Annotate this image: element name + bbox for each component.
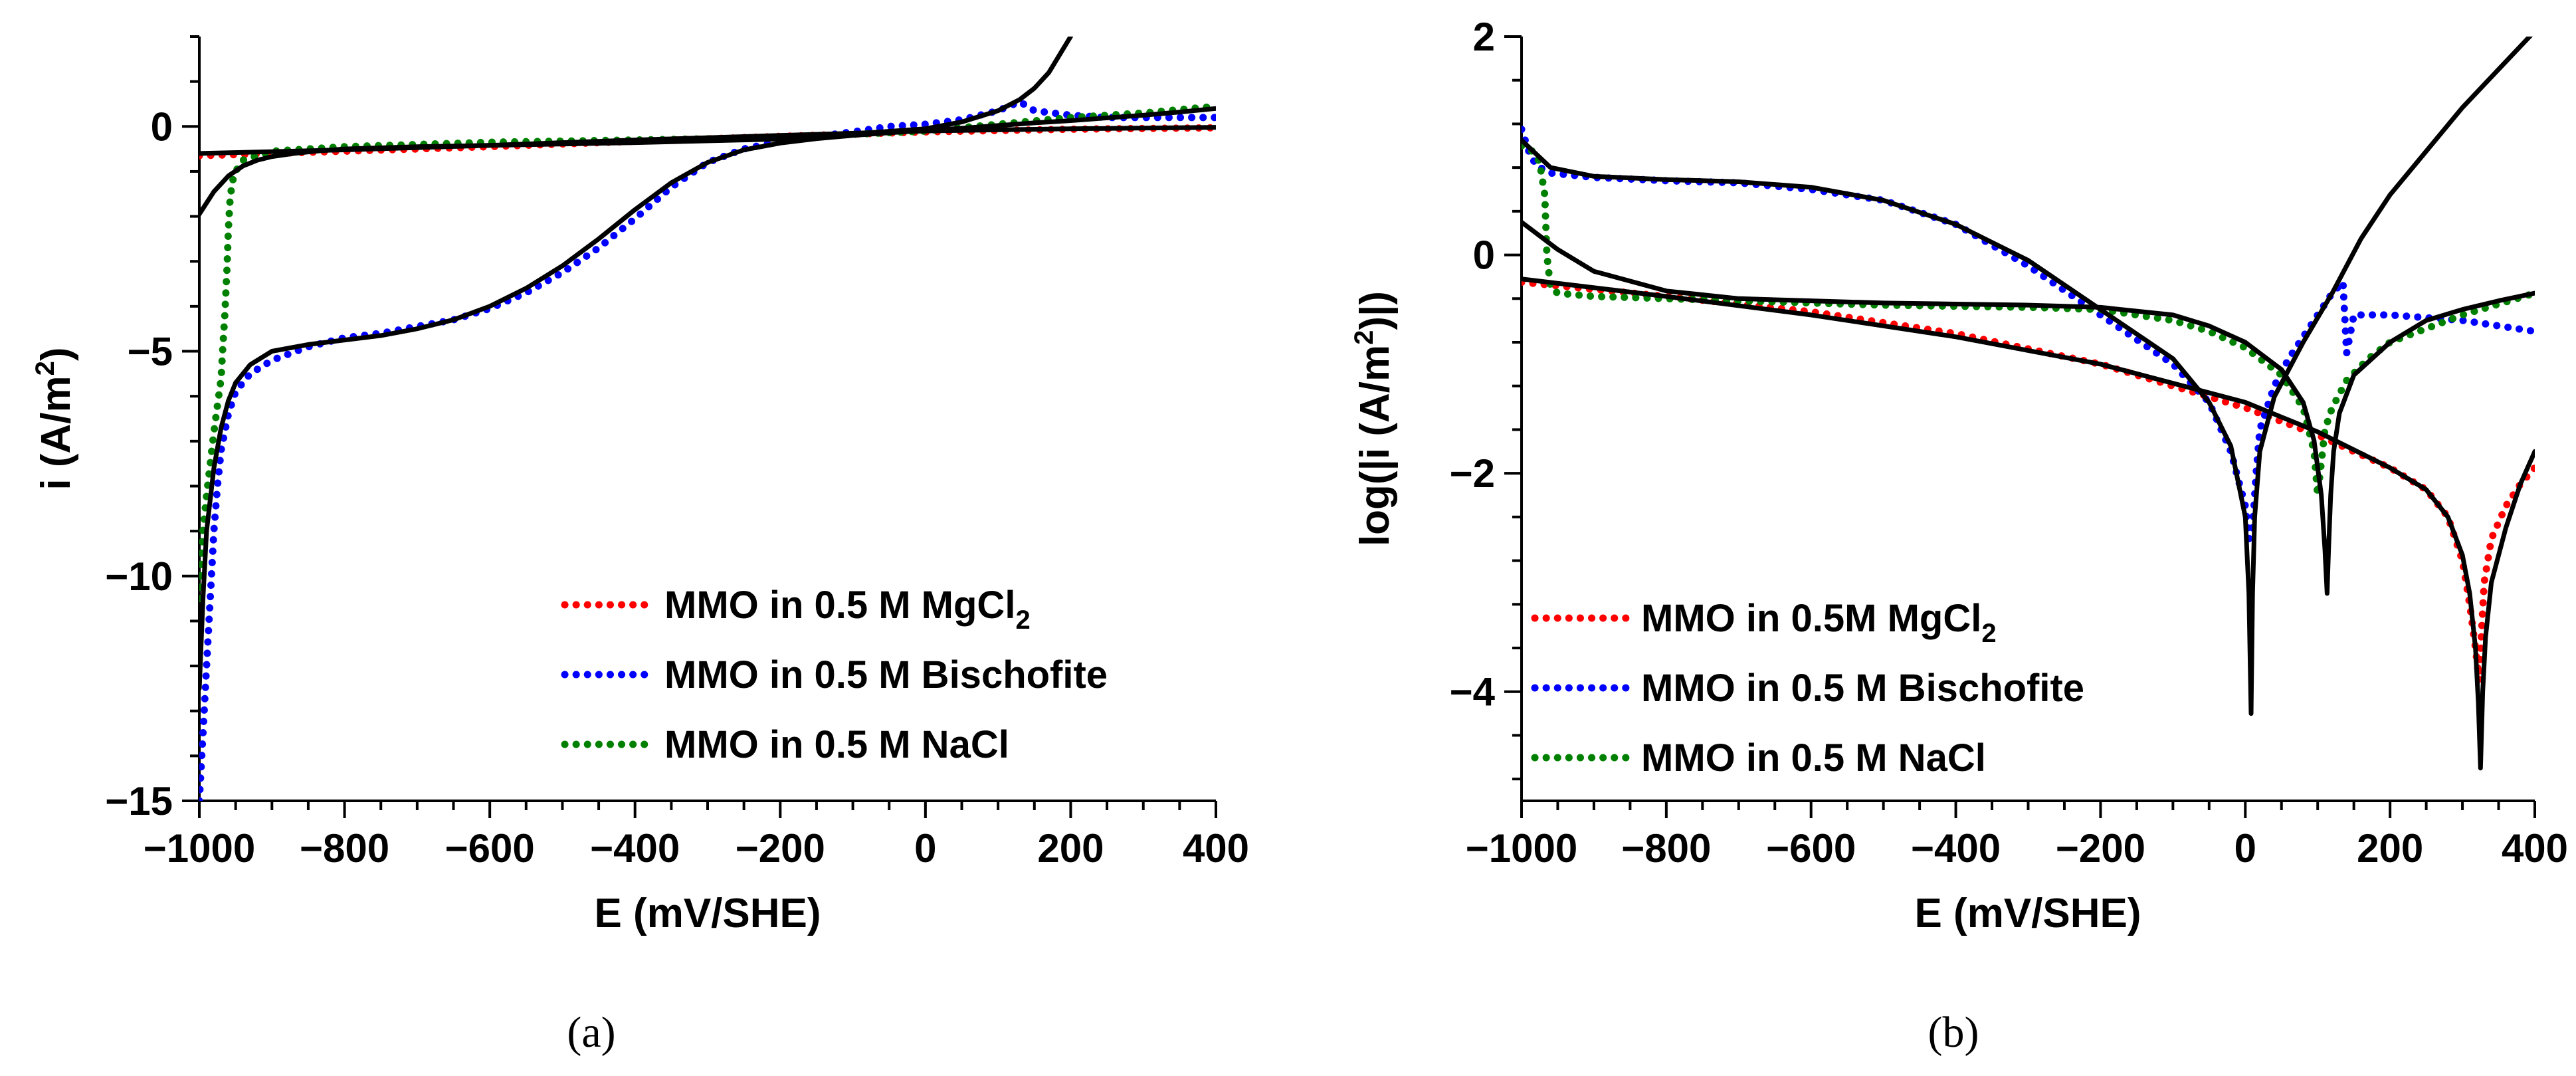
data-series-line xyxy=(1522,126,2535,543)
legend: MMO in 0.5 M MgCl2 MMO in 0.5 M Bischofit… xyxy=(561,584,1108,766)
x-tick-label: −800 xyxy=(1621,826,1711,871)
x-tick-label: −600 xyxy=(1766,826,1856,871)
fit-curve-line xyxy=(1522,37,2533,716)
legend: MMO in 0.5M MgCl2 MMO in 0.5 M Bischofite… xyxy=(1531,597,2084,780)
legend-label: MMO in 0.5 M NaCl xyxy=(1641,736,1986,780)
x-tick-label: 0 xyxy=(914,826,936,871)
y-tick-label: 0 xyxy=(1473,233,1495,278)
series-group xyxy=(199,37,1216,801)
x-tick-label: −600 xyxy=(445,826,535,871)
series-group xyxy=(1522,37,2535,771)
y-tick-label: −15 xyxy=(105,779,173,823)
fit-curve-line xyxy=(199,106,1216,691)
panel-caption: (b) xyxy=(1928,1008,1979,1057)
data-series-line xyxy=(199,102,1216,603)
legend-label: MMO in 0.5M MgCl2 xyxy=(1641,597,1997,648)
data-series-line xyxy=(1522,142,2535,499)
x-tick-label: −400 xyxy=(1911,826,2001,871)
y-axis-title: i (A/m2) xyxy=(31,347,79,490)
y-tick-label: 0 xyxy=(151,104,173,149)
fit-curve-line xyxy=(1522,219,2535,596)
chart-panel-b: −1000 −800 −600 −400 −200 0 200 400 −4 −2 0 2 E (mV/… xyxy=(1349,15,2568,1057)
x-tick-label: −1000 xyxy=(1466,826,1578,871)
x-axis-title: E (mV/SHE) xyxy=(594,891,821,936)
x-axis-title: E (mV/SHE) xyxy=(1914,891,2141,936)
chart-panel-a: −1000 −800 −600 −400 −200 0 200 400 −15 −10 −5 0 E (… xyxy=(31,35,1249,1057)
fit-curve-line xyxy=(1522,276,2535,771)
x-tick-label: −200 xyxy=(2056,826,2145,871)
x-tick-label: 200 xyxy=(2357,826,2423,871)
legend-label: MMO in 0.5 M Bischofite xyxy=(664,653,1108,697)
y-axis-title: log(|i (A/m2)|) xyxy=(1349,291,1399,546)
x-tick-label: −400 xyxy=(590,826,680,871)
fit-curve-line xyxy=(199,37,1073,217)
y-tick-label: −4 xyxy=(1450,670,1496,714)
x-tick-label: 200 xyxy=(1037,826,1104,871)
x-tick-label: −800 xyxy=(300,826,389,871)
x-tick-label: 0 xyxy=(2234,826,2256,871)
legend-label: MMO in 0.5 M Bischofite xyxy=(1641,667,2084,710)
y-tick-label: −2 xyxy=(1450,451,1495,496)
y-tick-label: 2 xyxy=(1473,15,1495,59)
legend-label: MMO in 0.5 M NaCl xyxy=(664,723,1009,766)
x-tick-label: −200 xyxy=(736,826,825,871)
x-tick-label: 400 xyxy=(1183,826,1249,871)
legend-label: MMO in 0.5 M MgCl2 xyxy=(664,584,1031,635)
x-tick-label: −1000 xyxy=(144,826,256,871)
panel-caption: (a) xyxy=(567,1008,615,1057)
y-tick-label: −10 xyxy=(105,554,173,599)
x-tick-label: 400 xyxy=(2502,826,2568,871)
y-tick-label: −5 xyxy=(128,330,173,374)
